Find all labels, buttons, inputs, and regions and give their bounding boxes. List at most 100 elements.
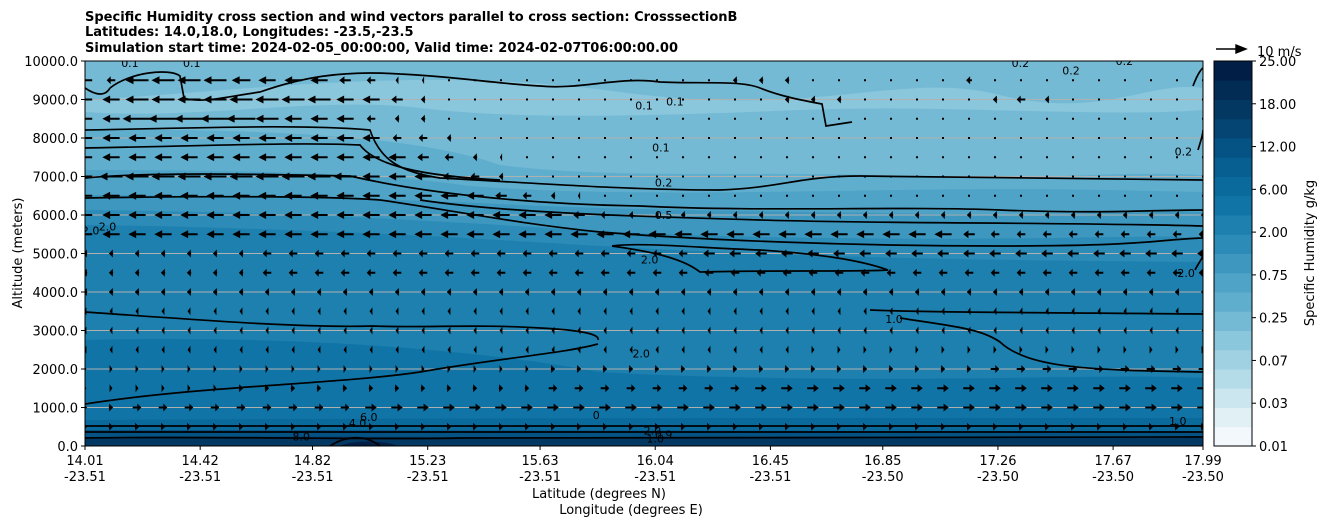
wind-arrow-6-19 [577, 191, 581, 200]
wind-arrow-12-34 [967, 307, 971, 316]
wind-dot-3-21 [630, 137, 632, 139]
wind-arrow-5-0 [85, 175, 93, 178]
wind-arrow-16-35 [989, 384, 1001, 393]
wind-arrow-1-4 [177, 95, 201, 104]
wind-arrow-17-40 [1119, 403, 1131, 412]
wind-arrow-15-3 [161, 365, 165, 373]
colorbar-swatch-6 [1214, 311, 1252, 331]
wind-dot-4-22 [656, 156, 658, 159]
wind-arrow-13-28 [811, 326, 815, 335]
wind-arrow-5-6 [229, 172, 253, 181]
wind-dot-2-34 [968, 117, 970, 120]
wind-arrow-13-12 [395, 326, 399, 335]
wind-arrow-7-38 [1070, 211, 1076, 219]
wind-arrow-10-0 [85, 268, 88, 277]
colorbar-swatch-0 [1214, 426, 1252, 447]
wind-arrow-9-13 [418, 249, 428, 258]
wind-arrow-13-23 [681, 326, 685, 335]
chart-title: Specific Humidity cross section and wind… [85, 10, 737, 56]
wind-arrow-6-4 [180, 191, 198, 200]
contour-label-10: 0.5 [655, 209, 673, 222]
wind-arrow-8-8 [284, 230, 302, 239]
wind-arrow-11-36 [1018, 288, 1024, 296]
wind-dot-0-21 [630, 79, 632, 82]
wind-arrow-13-27 [785, 326, 789, 335]
wind-arrow-3-11 [362, 134, 380, 142]
y-axis: 0.0 1000.0 2000.0 3000.0 4000.0 5000.0 6000.0 7… [24, 55, 85, 455]
wind-arrow-7-31 [888, 211, 894, 219]
wind-arrow-10-20 [600, 268, 610, 277]
wind-arrow-13-6 [239, 326, 243, 335]
wind-arrow-9-28 [807, 249, 819, 258]
wind-arrow-16-4 [187, 384, 191, 393]
wind-arrow-8-42 [1172, 230, 1182, 239]
wind-arrow-18-25 [732, 422, 738, 431]
wind-arrow-11-12 [394, 288, 400, 296]
wind-dot-3-17 [526, 137, 528, 139]
wind-arrow-8-9 [310, 230, 328, 239]
wind-arrow-11-2 [134, 288, 140, 296]
wind-arrow-0-1 [106, 76, 116, 85]
wind-dot-1-30 [864, 98, 866, 101]
wind-dot-4-31 [890, 156, 892, 159]
wind-arrow-17-26 [755, 403, 767, 412]
humidity-band-10 [338, 441, 399, 446]
wind-arrow-13-8 [291, 326, 295, 335]
wind-arrow-12-10 [343, 307, 347, 316]
wind-arrow-12-6 [239, 307, 243, 316]
wind-arrow-15-35 [990, 365, 1000, 373]
wind-dot-1-20 [604, 98, 606, 101]
wind-arrow-2-3 [148, 114, 178, 123]
wind-arrow-9-6 [238, 249, 244, 258]
wind-arrow-11-26 [758, 288, 764, 296]
contour-line-1 [85, 87, 111, 95]
wind-dot-2-42 [1176, 117, 1178, 120]
wind-arrow-3-6 [232, 134, 250, 142]
wind-arrow-10-26 [756, 268, 766, 277]
wind-arrow-9-34 [963, 249, 975, 258]
wind-arrow-14-22 [655, 345, 659, 354]
contour-label-0: 0.1 [121, 57, 139, 70]
wind-arrow-17-20 [599, 403, 611, 412]
wind-arrow-14-30 [863, 345, 867, 354]
wind-arrow-12-42 [1175, 307, 1179, 316]
wind-arrow-11-41 [1148, 288, 1154, 296]
wind-arrow-6-10 [336, 191, 354, 200]
wind-arrow-10-25 [730, 268, 740, 277]
wind-dot-1-32 [916, 98, 918, 101]
wind-arrow-16-18 [548, 384, 558, 393]
wind-dot-1-15 [474, 98, 476, 101]
wind-arrow-17-14 [443, 403, 455, 412]
wind-arrow-18-27 [784, 422, 790, 431]
wind-arrow-5-13 [414, 172, 432, 181]
wind-arrow-14-31 [889, 345, 893, 354]
wind-arrow-11-1 [108, 288, 114, 296]
wind-dot-3-42 [1176, 137, 1178, 139]
wind-arrow-2-12 [394, 114, 400, 123]
wind-dot-5-23 [682, 175, 684, 178]
wind-arrow-14-40 [1123, 345, 1127, 354]
wind-dot-0-33 [942, 79, 944, 82]
wind-arrow-0-10 [339, 76, 351, 85]
wind-arrow-12-20 [603, 307, 607, 316]
wind-dot-6-38 [1072, 194, 1074, 197]
wind-arrow-9-5 [212, 249, 218, 258]
wind-arrow-10-15 [470, 268, 480, 277]
wind-arrow-10-18 [548, 268, 558, 277]
contour-label-24: 0.9 [655, 428, 673, 441]
wind-arrow-13-5 [213, 326, 217, 335]
wind-arrow-18-2 [134, 422, 140, 431]
wind-arrow-7-21 [628, 211, 634, 219]
wind-arrow-7-14 [440, 211, 458, 219]
wind-dot-3-20 [604, 137, 606, 139]
wind-arrow-15-6 [239, 365, 243, 373]
wind-arrow-9-38 [1067, 249, 1079, 258]
wind-arrow-14-12 [395, 345, 399, 354]
contour-label-2: 0.1 [635, 99, 653, 112]
wind-arrow-14-2 [135, 345, 139, 354]
x-tick-lat-7: 16.85 [864, 454, 901, 469]
wind-dot-4-37 [1046, 156, 1048, 159]
wind-arrow-18-9 [316, 422, 322, 431]
wind-arrow-9-2 [134, 249, 140, 258]
wind-arrow-2-8 [284, 114, 302, 123]
